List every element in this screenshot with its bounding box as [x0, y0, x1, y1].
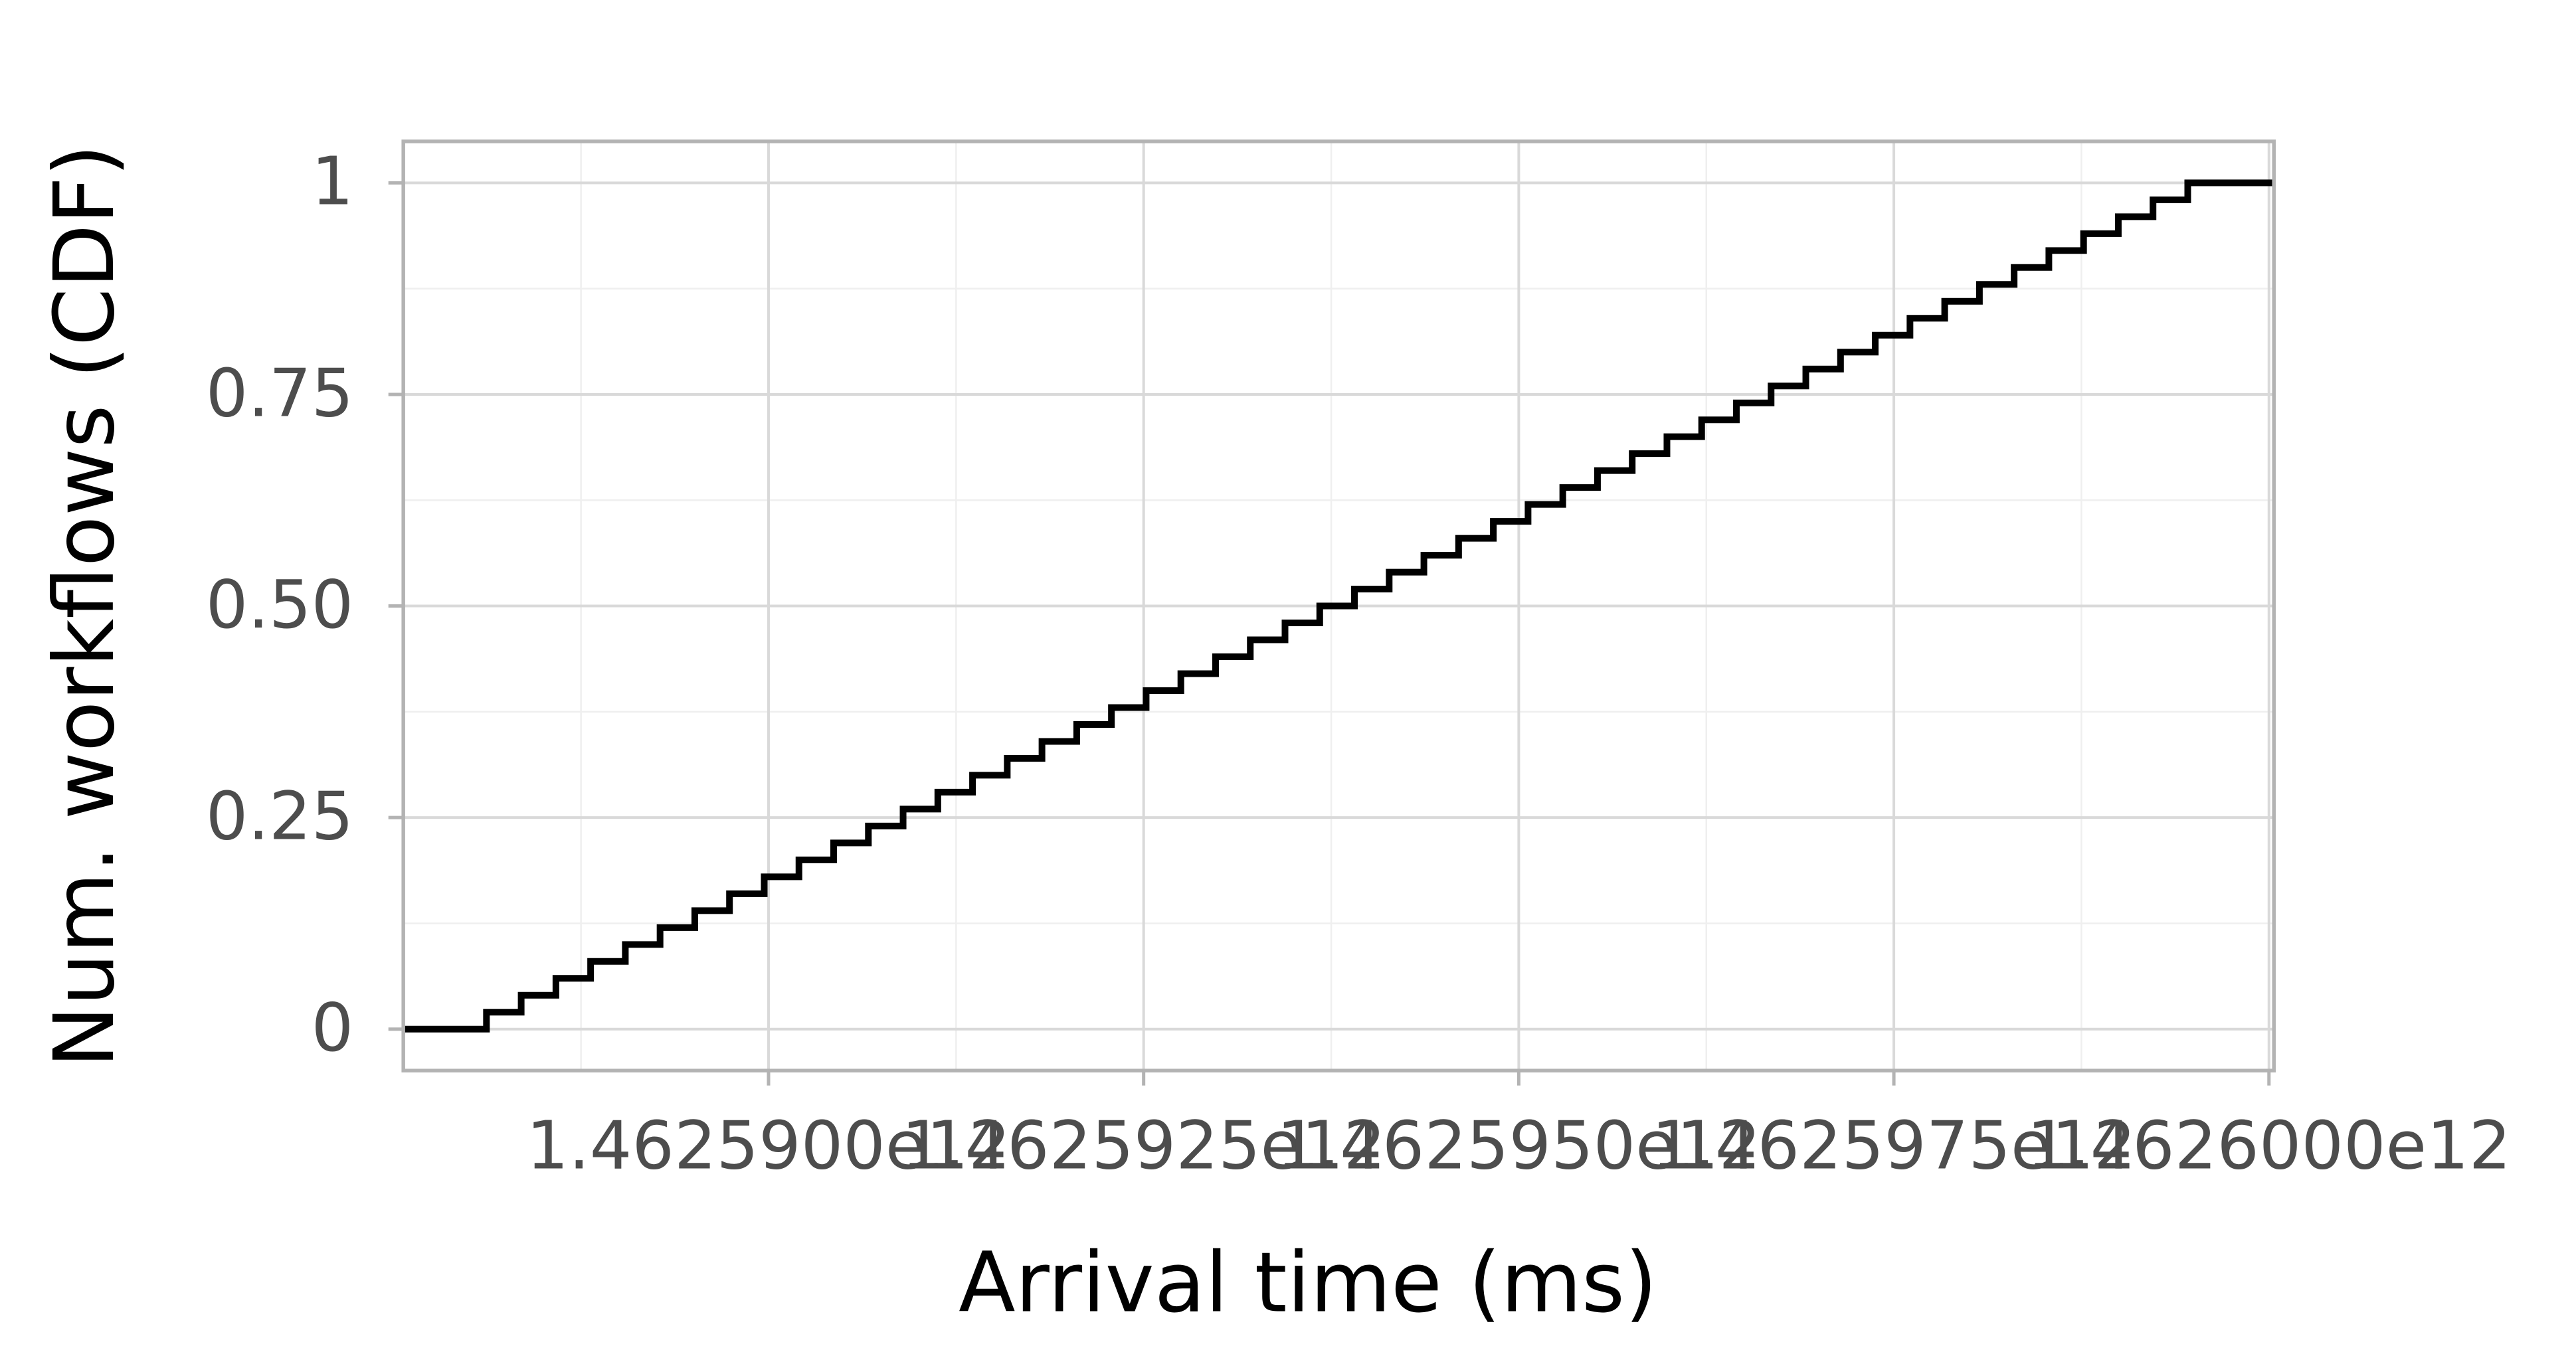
cdf-line [404, 179, 2274, 1033]
y-tick-label: 0.25 [206, 777, 354, 855]
y-tick-label: 0.50 [206, 566, 354, 643]
x-tick-label: 1.4625900e12 [526, 1106, 1010, 1184]
y-tick-label: 0 [312, 989, 354, 1066]
x-axis-title: Arrival time (ms) [959, 1235, 1657, 1331]
axes: 1.4625900e121.4625925e121.4625950e121.46… [206, 143, 2512, 1185]
marks [404, 179, 2274, 1033]
x-tick-label: 1.4625925e12 [901, 1106, 1386, 1184]
x-tick-label: 1.4625975e12 [1652, 1106, 2136, 1184]
y-tick-label: 0.75 [206, 354, 354, 432]
grid [403, 141, 2274, 1071]
y-axis-title: Num. workflows (CDF) [37, 144, 133, 1068]
x-tick-label: 1.4625950e12 [1277, 1106, 1761, 1184]
y-tick-label: 1 [312, 143, 354, 220]
x-tick-label: 1.4626000e12 [2027, 1106, 2511, 1184]
